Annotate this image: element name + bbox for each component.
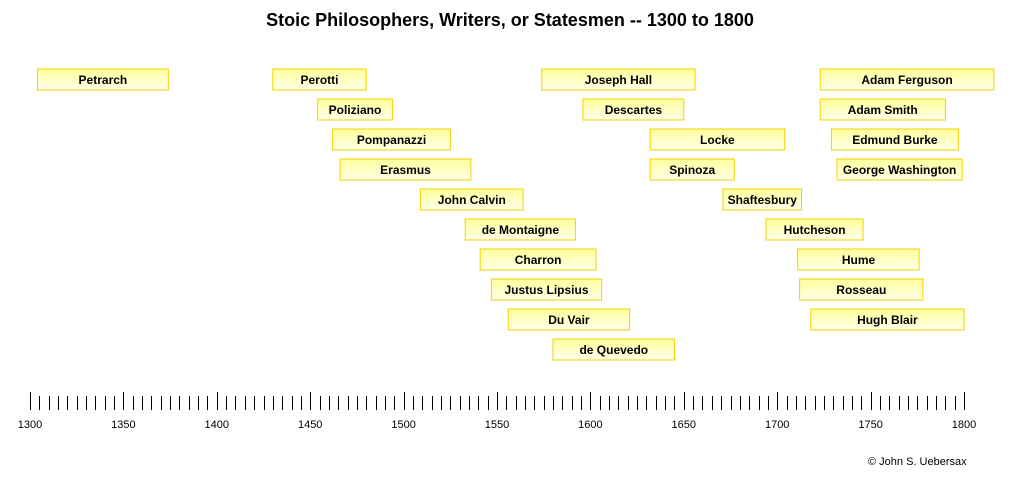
bar-label: Locke bbox=[700, 133, 735, 147]
bar-perotti: Perotti bbox=[272, 68, 367, 91]
bar-label: Hume bbox=[842, 253, 876, 267]
bar-label: Hugh Blair bbox=[857, 313, 918, 327]
bar-rect bbox=[464, 218, 576, 241]
bar-rect bbox=[332, 128, 451, 151]
bar-label: John Calvin bbox=[438, 193, 506, 207]
bar-hugh-blair: Hugh Blair bbox=[810, 308, 965, 331]
chart-title: Stoic Philosophers, Writers, or Statesme… bbox=[266, 10, 754, 30]
bar-du-vair: Du Vair bbox=[507, 308, 631, 331]
bar-hutcheson: Hutcheson bbox=[765, 218, 864, 241]
bar-rect bbox=[582, 98, 685, 121]
x-tick-label: 1450 bbox=[298, 419, 322, 431]
bar-label: Joseph Hall bbox=[585, 73, 652, 87]
bar-label: Hutcheson bbox=[784, 223, 846, 237]
bar-descartes: Descartes bbox=[582, 98, 685, 121]
bar-label: Adam Ferguson bbox=[861, 73, 952, 87]
x-tick-label: 1800 bbox=[952, 419, 976, 431]
bar-erasmus: Erasmus bbox=[339, 158, 472, 181]
bar-de-quevedo: de Quevedo bbox=[552, 338, 675, 361]
bar-rect bbox=[272, 68, 367, 91]
bar-charron: Charron bbox=[479, 248, 597, 271]
bar-rect bbox=[649, 128, 786, 151]
bars-layer: Petrarch Perotti Poliziano Pompanazzi Erasmu… bbox=[37, 68, 995, 361]
bar-label: Rosseau bbox=[836, 283, 886, 297]
copyright-notice: © John S. Uebersax bbox=[868, 456, 967, 468]
bar-john-calvin: John Calvin bbox=[419, 188, 524, 211]
bar-hume: Hume bbox=[797, 248, 920, 271]
bar-de-montaigne: de Montaigne bbox=[464, 218, 576, 241]
bar-rect bbox=[836, 158, 963, 181]
bar-edmund-burke: Edmund Burke bbox=[830, 128, 959, 151]
bar-rect bbox=[810, 308, 965, 331]
bar-rect bbox=[317, 98, 393, 121]
bar-label: Descartes bbox=[605, 103, 663, 117]
x-tick-label: 1550 bbox=[485, 419, 509, 431]
bar-shaftesbury: Shaftesbury bbox=[722, 188, 802, 211]
bar-poliziano: Poliziano bbox=[317, 98, 393, 121]
x-tick-label: 1400 bbox=[205, 419, 229, 431]
bar-label: Poliziano bbox=[329, 103, 382, 117]
bar-rect bbox=[797, 248, 920, 271]
x-tick-label: 1650 bbox=[672, 419, 696, 431]
x-axis: 1300 1350 1400 1450 1500 1550 1600 1650 1700 1750… bbox=[18, 392, 976, 431]
x-tick-label: 1700 bbox=[765, 419, 789, 431]
x-tick-label: 1350 bbox=[111, 419, 135, 431]
bar-label: Petrarch bbox=[79, 73, 128, 87]
x-tick-label: 1600 bbox=[578, 419, 602, 431]
bar-label: Shaftesbury bbox=[728, 193, 798, 207]
bar-label: Perotti bbox=[300, 73, 338, 87]
bar-rect bbox=[37, 68, 169, 91]
bar-rect bbox=[541, 68, 696, 91]
bar-petrarch: Petrarch bbox=[37, 68, 169, 91]
x-tick-label: 1500 bbox=[391, 419, 415, 431]
bar-rect bbox=[507, 308, 631, 331]
bar-spinoza: Spinoza bbox=[649, 158, 735, 181]
bar-rect bbox=[419, 188, 524, 211]
x-tick-label: 1750 bbox=[858, 419, 882, 431]
bar-rect bbox=[649, 158, 735, 181]
bar-rect bbox=[819, 68, 995, 91]
bar-label: Erasmus bbox=[380, 163, 431, 177]
bar-rosseau: Rosseau bbox=[799, 278, 924, 301]
bar-pompanazzi: Pompanazzi bbox=[332, 128, 451, 151]
bar-rect bbox=[479, 248, 597, 271]
bar-label: Du Vair bbox=[548, 313, 590, 327]
bar-joseph-hall: Joseph Hall bbox=[541, 68, 696, 91]
x-tick-label: 1300 bbox=[18, 419, 42, 431]
bar-rect bbox=[339, 158, 472, 181]
bar-rect bbox=[830, 128, 959, 151]
bar-label: de Quevedo bbox=[579, 343, 648, 357]
bar-label: Adam Smith bbox=[848, 103, 918, 117]
bar-rect bbox=[799, 278, 924, 301]
bar-label: Charron bbox=[515, 253, 562, 267]
bar-label: Spinoza bbox=[669, 163, 715, 177]
bar-label: de Montaigne bbox=[482, 223, 560, 237]
bar-label: Justus Lipsius bbox=[504, 283, 588, 297]
bar-rect bbox=[819, 98, 946, 121]
bar-justus-lipsius: Justus Lipsius bbox=[490, 278, 603, 301]
bar-rect bbox=[552, 338, 675, 361]
bar-label: George Washington bbox=[843, 163, 957, 177]
bar-locke: Locke bbox=[649, 128, 786, 151]
bar-rect bbox=[765, 218, 864, 241]
bar-label: Edmund Burke bbox=[852, 133, 938, 147]
bar-rect bbox=[490, 278, 603, 301]
bar-adam-ferguson: Adam Ferguson bbox=[819, 68, 995, 91]
bar-rect bbox=[722, 188, 802, 211]
bar-george-washington: George Washington bbox=[836, 158, 963, 181]
bar-label: Pompanazzi bbox=[357, 133, 426, 147]
bar-adam-smith: Adam Smith bbox=[819, 98, 946, 121]
